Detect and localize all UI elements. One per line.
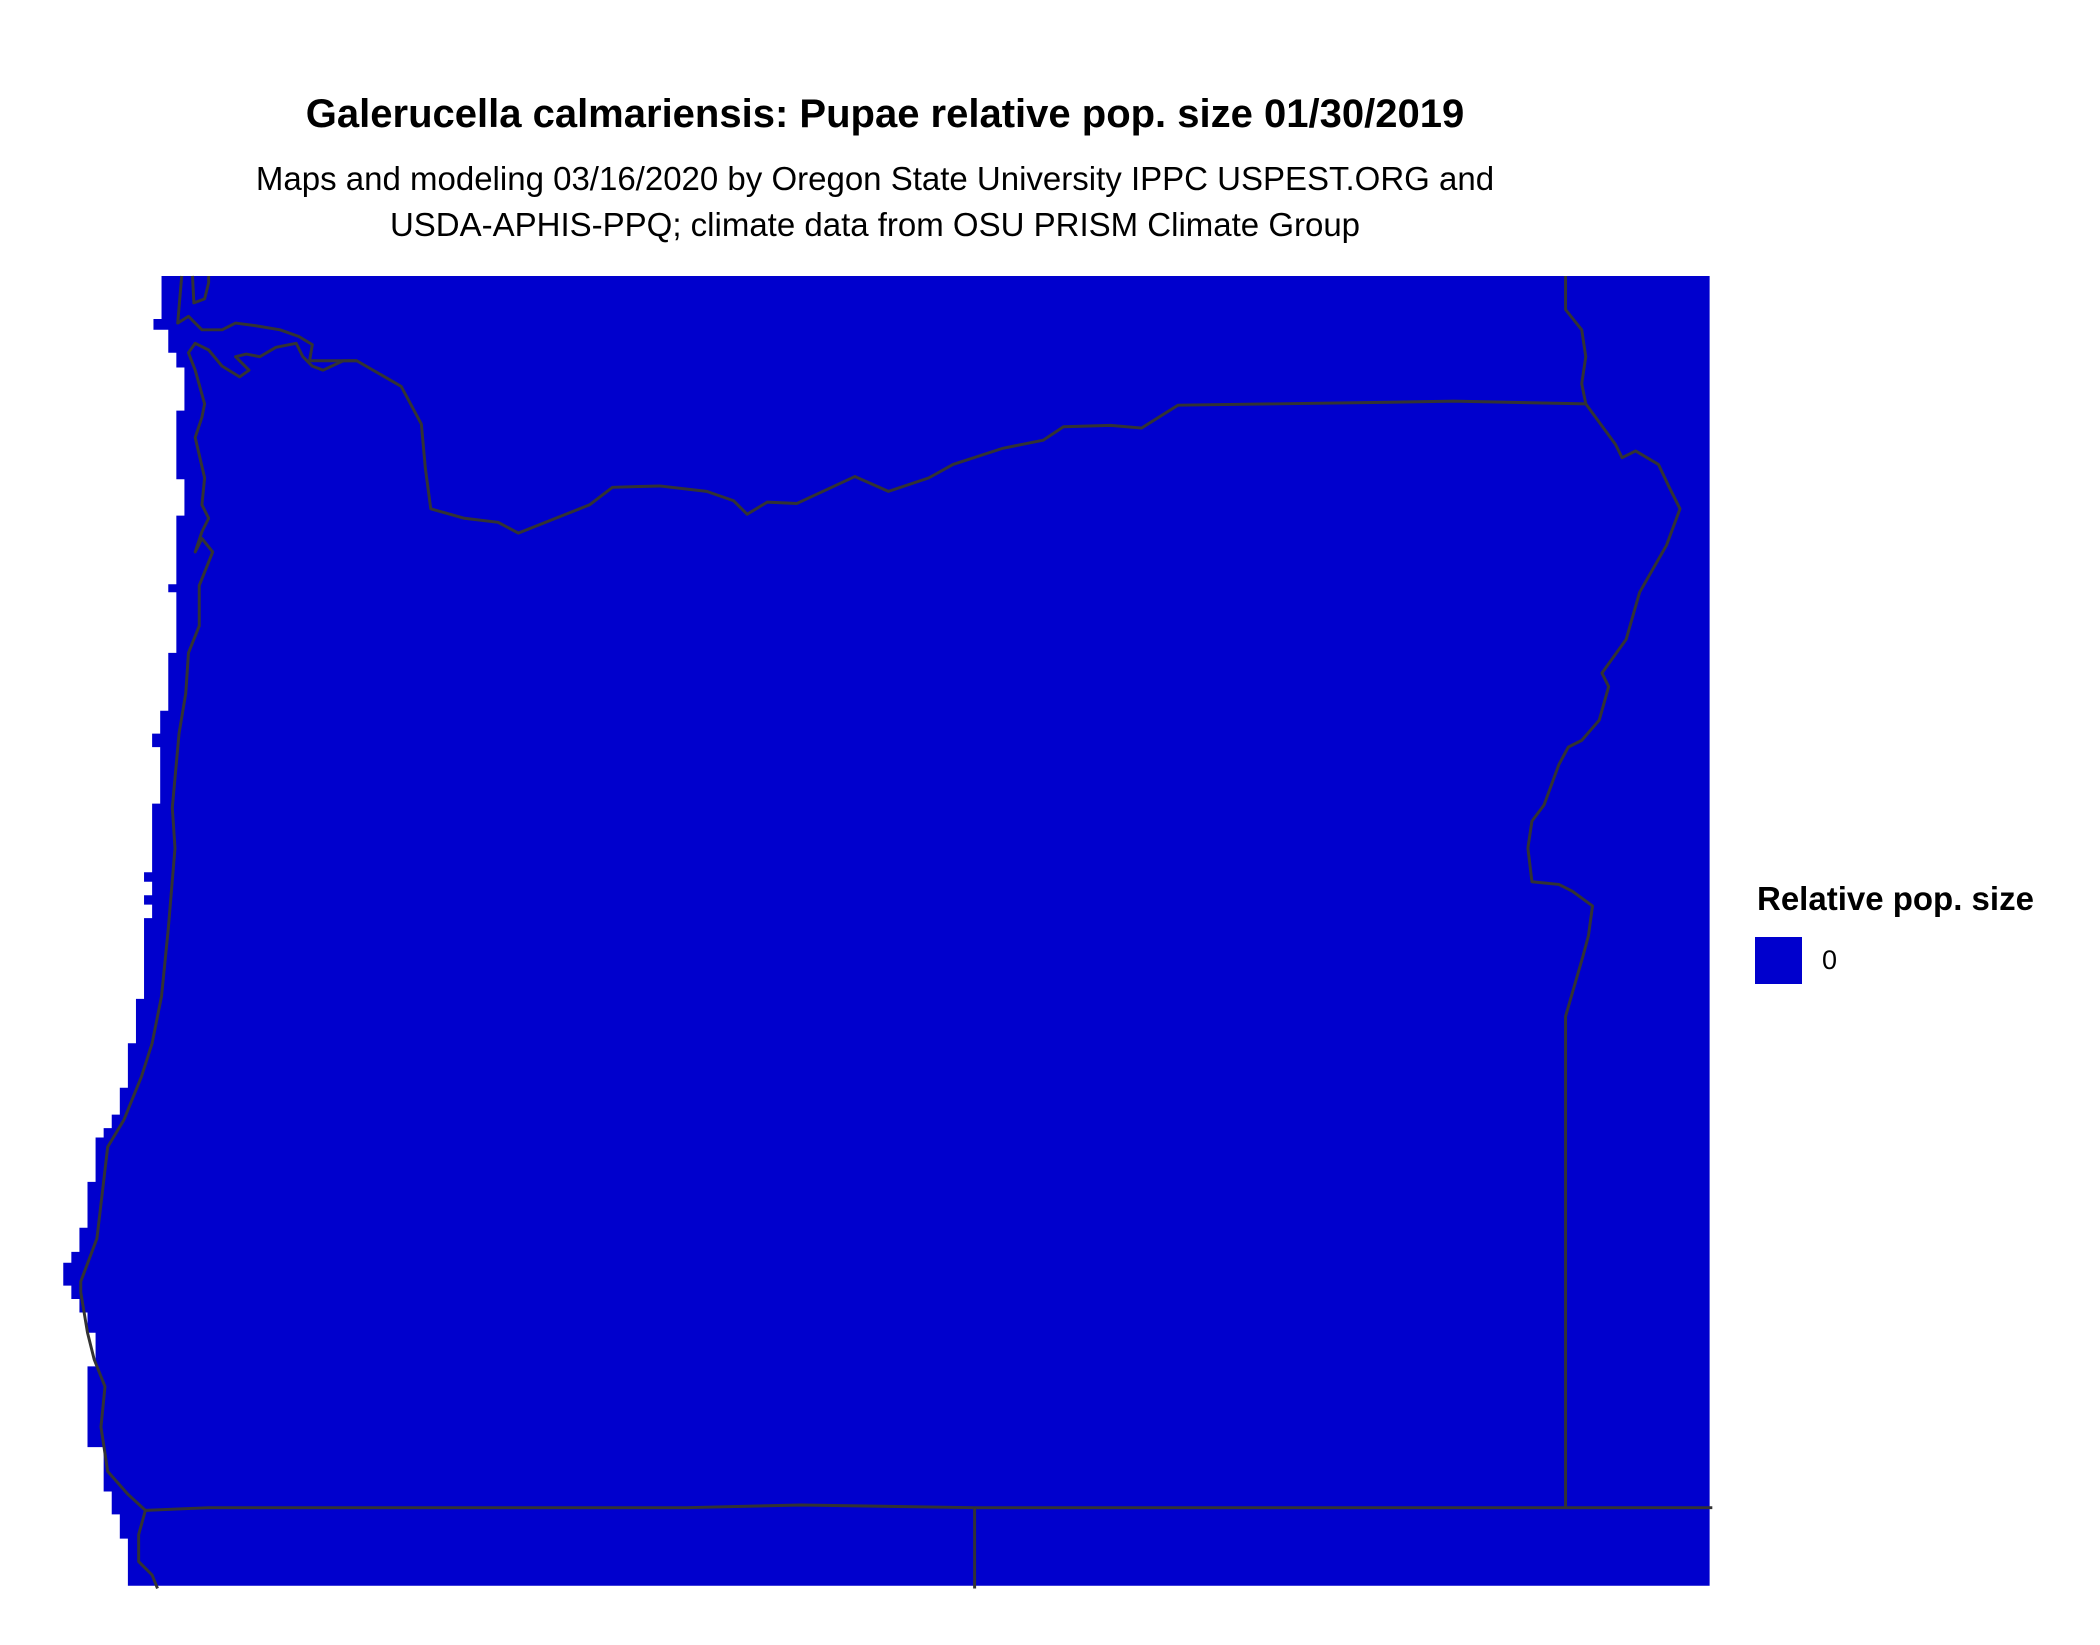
legend-title: Relative pop. size (1757, 880, 2034, 917)
coastline-bay (191, 275, 211, 305)
coastline (79, 341, 357, 1590)
border-washington-oregon (309, 359, 1586, 535)
legend-label-0: 0 (1822, 945, 1838, 975)
legend-key-0 (1755, 937, 1802, 984)
map-subtitle-line2: USDA-APHIS-PPQ; climate data from OSU PR… (389, 206, 1361, 243)
border-oregon-idaho (1526, 402, 1682, 1508)
coastline-north (176, 275, 314, 362)
border-south (145, 1503, 1713, 1512)
map-subtitle-line1: Maps and modeling 03/16/2020 by Oregon S… (255, 160, 1495, 197)
raster-fill (63, 275, 1710, 1586)
border-washington-idaho (1564, 275, 1588, 405)
map-title: Galerucella calmariensis: Pupae relative… (305, 92, 1465, 136)
